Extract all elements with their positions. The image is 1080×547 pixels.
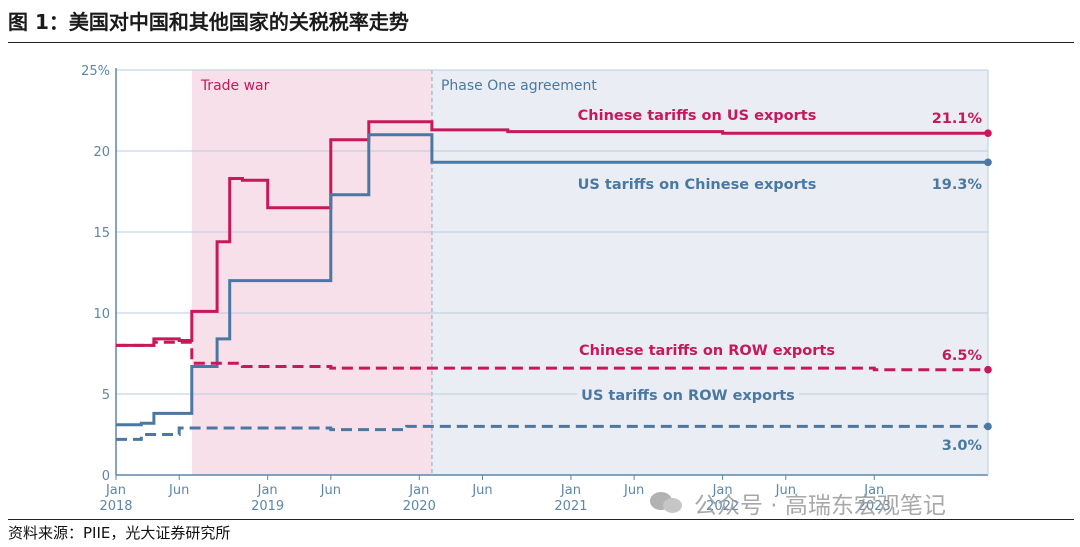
series-name-label-0: Chinese tariffs on US exports xyxy=(578,108,817,124)
series-label-bg xyxy=(575,342,839,360)
series-end-label-2: 6.5% xyxy=(942,348,983,364)
x-tick-year: 2020 xyxy=(403,499,436,514)
y-tick-label: 0 xyxy=(102,469,110,484)
y-tick-label: 5 xyxy=(102,388,110,403)
series-line-2 xyxy=(116,340,988,372)
watermark: 公众号 · 高瑞东宏观笔记 xyxy=(650,486,946,520)
x-tick-year: 2018 xyxy=(99,499,132,514)
y-axis-ticks: 0 5 10 15 20 25% xyxy=(81,64,110,484)
x-tick-year: 2022 xyxy=(706,499,739,514)
x-tick-label: Jan xyxy=(863,483,884,498)
title-rule xyxy=(8,42,1074,43)
x-tick-label: Jun xyxy=(775,483,796,498)
x-tick-label: Jun xyxy=(623,483,644,498)
x-tick-year: 2021 xyxy=(554,499,587,514)
series-name-label-2: Chinese tariffs on ROW exports xyxy=(579,343,835,359)
x-tick-label: Jun xyxy=(320,483,341,498)
x-tick-label: Jan xyxy=(408,483,429,498)
series-line-1 xyxy=(116,133,988,427)
series-end-label-3: 3.0% xyxy=(942,438,983,454)
y-tick-label: 25% xyxy=(81,64,110,79)
region-0 xyxy=(191,70,432,475)
series-line-3 xyxy=(116,424,988,441)
region-label-1: Phase One agreement xyxy=(441,78,597,94)
shaded-regions: Trade war Phase One agreement xyxy=(191,70,988,475)
series-end-dot-2 xyxy=(984,365,992,374)
series-end-dot-3 xyxy=(984,422,992,431)
x-tick-year: 2023 xyxy=(858,499,891,514)
series-end-dot-0 xyxy=(984,129,992,137)
series-end-label-1: 19.3% xyxy=(932,177,983,193)
series-end-label-0: 21.1% xyxy=(932,111,983,127)
series-label-bg xyxy=(577,387,799,405)
series-end-dot-1 xyxy=(984,158,992,167)
series-line-0 xyxy=(116,120,988,347)
figure-title: 图 1：美国对中国和其他国家的关税税率走势 xyxy=(8,10,409,34)
x-tick-label: Jun xyxy=(168,483,189,498)
series-lines xyxy=(116,120,992,441)
x-tick-label: Jan xyxy=(712,483,733,498)
x-tick-label: Jan xyxy=(560,483,581,498)
region-label-0: Trade war xyxy=(200,78,270,94)
grid-lines xyxy=(115,68,989,476)
x-tick-year: 2019 xyxy=(251,499,284,514)
x-tick-label: Jan xyxy=(105,483,126,498)
series-name-label-1: US tariffs on Chinese exports xyxy=(578,177,817,193)
wechat-icon xyxy=(650,490,684,516)
x-tick-label: Jan xyxy=(257,483,278,498)
source-note: 资料来源：PIIE，光大证券研究所 xyxy=(8,524,231,542)
x-tick-label: Jun xyxy=(471,483,492,498)
y-tick-label: 20 xyxy=(93,145,110,160)
series-labels: Chinese tariffs on US exports 21.1% US tar… xyxy=(575,108,982,454)
series-name-label-3: US tariffs on ROW exports xyxy=(581,388,795,404)
source-rule xyxy=(8,519,1074,520)
y-tick-label: 15 xyxy=(93,226,110,241)
y-tick-label: 10 xyxy=(93,307,110,322)
region-1 xyxy=(431,70,988,475)
watermark-text: 公众号 · 高瑞东宏观笔记 xyxy=(694,493,946,519)
